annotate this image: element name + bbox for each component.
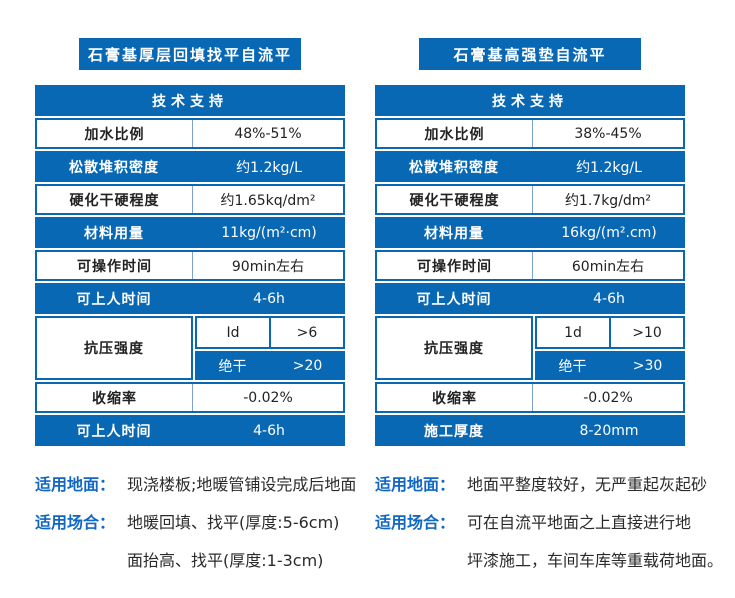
spec-row: 材料用量 16kg/(m².cm) [375,217,685,248]
note-row: 适用地面： 现浇楼板;地暖管铺设完成后地面 [35,466,356,504]
product-column-right: 石膏基高强垫自流平 技术支持加水比例 38%-45% 松散堆积密度 约1.2kg/L 硬… [375,38,723,580]
product-title-right: 石膏基高强垫自流平 [419,38,641,70]
note-line-text: 面抬高、找平(厚度:1-3cm) [127,551,324,570]
spec-row-label: 收缩率 [377,384,533,411]
spec-row-label: 松散堆积密度 [409,159,499,176]
note-line-text: 坪漆施工，车间车库等重载荷地面。 [467,551,724,570]
spec-row: 可上人时间 4-6h [375,283,685,314]
spec-row-value: 90min左右 [231,258,305,275]
spec-row: 可上人时间 4-6h [35,415,345,446]
product-title-right-text: 石膏基高强垫自流平 [453,45,607,64]
spec-subcolumn: 1d >10 绝干 >30 [535,316,685,380]
note-label: 适用场合： [35,513,116,532]
spec-subrow: Id >6 [195,316,345,349]
spec-subrow-label: 绝干 [558,358,587,375]
note-row: 适用场合： 可在自流平地面之上直接进行地坪漆施工，车间车库等重载荷地面。 [375,504,723,580]
spec-subrow-value: >10 [632,324,662,341]
note-line-text: 地暖回填、找平(厚度:5-6cm) [127,513,340,532]
spec-subrow-label: 1d [537,318,611,347]
spec-row: 可操作时间 60min左右 [375,250,685,281]
spec-row-value: -0.02% [583,389,633,406]
note-row: 适用场合： 地暖回填、找平(厚度:5-6cm) 面抬高、找平(厚度:1-3cm) [35,504,345,580]
product-column-left: 石膏基厚层回填找平自流平 技术支持加水比例 48%-51% 松散堆积密度 约1.2kg… [35,38,356,580]
spec-row: 硬化干硬程度 约1.65kq/dm² [35,184,345,215]
table-header-row: 技术支持 [375,85,685,116]
spec-row-label: 材料用量 [84,225,144,242]
spec-row-value: 11kg/(m²·cm) [221,224,317,241]
spec-subrow-label: 绝干 [218,358,247,375]
spec-row-label: 可上人时间 [76,423,152,440]
note-label: 适用场合： [375,513,456,532]
spec-row-value: 4-6h [253,422,285,439]
spec-subrow-label: Id [197,318,271,347]
spec-subrow-value: >20 [292,357,323,374]
spec-row: 可操作时间 90min左右 [35,250,345,281]
spec-subrow: 绝干 >30 [535,351,685,380]
spec-row: 加水比例 38%-45% [375,118,685,149]
spec-row-value: 约1.2kg/L [236,159,302,176]
spec-row-label: 松散堆积密度 [69,159,159,176]
spec-table-right: 技术支持加水比例 38%-45% 松散堆积密度 约1.2kg/L 硬化干硬程度 约1.7k… [375,85,685,446]
spec-row-value: 8-20mm [579,422,639,439]
spec-subrow: 绝干 >20 [195,351,345,380]
spec-row: 加水比例 48%-51% [35,118,345,149]
spec-row-label: 可上人时间 [76,291,152,308]
note-lines: 可在自流平地面之上直接进行地坪漆施工，车间车库等重载荷地面。 [467,504,723,580]
note-line-text: 现浇楼板;地暖管铺设完成后地面 [127,475,357,494]
spec-row-label: 材料用量 [424,225,484,242]
spec-row: 收缩率 -0.02% [35,382,345,413]
spec-row: 松散堆积密度 约1.2kg/L [375,151,685,182]
spec-row-label: 可操作时间 [377,252,533,279]
table-header-row: 技术支持 [35,85,345,116]
spec-row-value: 约1.7kg/dm² [564,192,652,209]
spec-row-value: 4-6h [253,290,285,307]
spec-row-label: 硬化干硬程度 [37,186,193,213]
spec-row-value: -0.02% [243,389,293,406]
spec-row-value: 约1.65kq/dm² [220,192,316,209]
spec-row-split: 抗压强度 Id >6 绝干 >20 [35,316,345,380]
spec-subrow-value: >6 [296,324,318,341]
spec-row-value: 48%-51% [234,125,302,142]
spec-row-value: 38%-45% [574,125,642,142]
spec-subrow: 1d >10 [535,316,685,349]
spec-row-label: 加水比例 [377,120,533,147]
spec-row: 材料用量 11kg/(m²·cm) [35,217,345,248]
note-row: 适用地面： 地面平整度较好，无严重起灰起砂 [375,466,707,504]
spec-row-split: 抗压强度 1d >10 绝干 >30 [375,316,685,380]
note-line-text: 地面平整度较好，无严重起灰起砂 [467,475,708,494]
spec-table-left: 技术支持加水比例 48%-51% 松散堆积密度 约1.2kg/L 硬化干硬程度 约1.65… [35,85,345,446]
note-lines: 地面平整度较好，无严重起灰起砂 [467,466,707,504]
spec-row: 松散堆积密度 约1.2kg/L [35,151,345,182]
note-label: 适用地面： [375,475,456,494]
spec-row-value: 60min左右 [571,258,645,275]
spec-subrow-value: >30 [632,357,663,374]
spec-row: 可上人时间 4-6h [35,283,345,314]
spec-row: 硬化干硬程度 约1.7kg/dm² [375,184,685,215]
spec-row-label: 收缩率 [37,384,193,411]
spec-row: 收缩率 -0.02% [375,382,685,413]
notes-right: 适用地面： 地面平整度较好，无严重起灰起砂 适用场合： 可在自流平地面之上直接进行地坪… [375,466,723,580]
spec-subcolumn: Id >6 绝干 >20 [195,316,345,380]
spec-row-value: 约1.2kg/L [576,159,642,176]
spec-row-label: 可操作时间 [37,252,193,279]
spec-row-label: 加水比例 [37,120,193,147]
notes-left: 适用地面： 现浇楼板;地暖管铺设完成后地面 适用场合： 地暖回填、找平(厚度:5-6c… [35,466,356,580]
spec-row: 施工厚度 8-20mm [375,415,685,446]
spec-row-label: 抗压强度 [35,316,193,380]
spec-row-label: 硬化干硬程度 [377,186,533,213]
note-lines: 地暖回填、找平(厚度:5-6cm) 面抬高、找平(厚度:1-3cm) [127,504,345,580]
note-label: 适用地面： [35,475,116,494]
product-title-left: 石膏基厚层回填找平自流平 [79,38,301,70]
product-title-left-text: 石膏基厚层回填找平自流平 [87,45,292,64]
note-lines: 现浇楼板;地暖管铺设完成后地面 [127,466,356,504]
spec-row-value: 4-6h [593,290,625,307]
spec-row-label: 施工厚度 [424,423,484,440]
spec-row-label: 抗压强度 [375,316,533,380]
note-line-text: 可在自流平地面之上直接进行地 [467,513,692,532]
spec-row-label: 可上人时间 [416,291,492,308]
spec-row-value: 16kg/(m².cm) [561,224,657,241]
